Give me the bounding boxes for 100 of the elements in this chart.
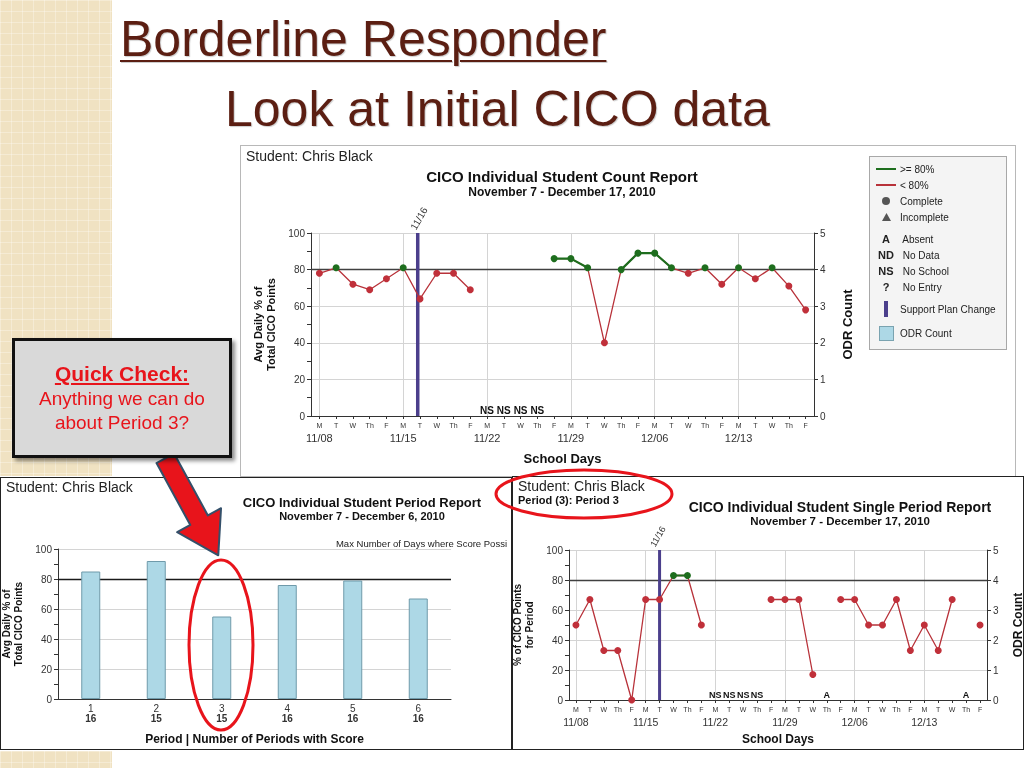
y-tick-label: 60 xyxy=(40,603,53,615)
point xyxy=(349,280,357,288)
point xyxy=(656,596,664,603)
point xyxy=(642,596,650,603)
point xyxy=(865,621,873,629)
text: Period (3): Period 3 xyxy=(518,494,619,507)
y-tick-label: 0 xyxy=(46,693,53,705)
y2-tick-label: 1 xyxy=(993,664,999,676)
point xyxy=(767,596,775,603)
y-axis-title: Avg Daily % of Total CICO Points xyxy=(0,581,24,667)
point xyxy=(920,621,928,629)
y2-tick-label: 4 xyxy=(993,574,999,586)
bar xyxy=(146,561,166,699)
point xyxy=(795,596,803,603)
legend-label: >= 80% xyxy=(900,163,935,175)
y-tick-label: 60 xyxy=(293,300,306,312)
text: 11/22 xyxy=(473,431,501,444)
x-axis-title: Period | Number of Periods with Score xyxy=(145,732,365,746)
annotation: NS xyxy=(722,689,736,700)
y2-tick-label: 0 xyxy=(993,694,999,706)
y-tick-label: 80 xyxy=(293,264,306,276)
y-tick-label: 40 xyxy=(551,634,564,646)
annotation: NS xyxy=(530,404,545,416)
y2-tick-label: 5 xyxy=(993,544,999,556)
x-tick-label: 4 16 xyxy=(281,702,294,724)
text: 12/06 xyxy=(841,715,868,728)
text: 11/22 xyxy=(702,715,729,728)
y2-tick-label: 3 xyxy=(993,604,999,616)
annotation: NS xyxy=(736,689,750,700)
text: A Absent xyxy=(881,232,935,247)
chart-title: CICO Individual Student Period Report xyxy=(242,495,482,510)
text: Borderline Responder xyxy=(120,10,607,68)
y2-tick-label: 5 xyxy=(820,227,826,239)
annotation: NS xyxy=(496,404,512,416)
legend-label: < 80% xyxy=(900,179,929,191)
y-tick-label: 40 xyxy=(293,337,306,349)
point xyxy=(837,596,845,603)
bar xyxy=(212,616,232,699)
annotation: NS xyxy=(513,404,528,416)
y-tick-label: 100 xyxy=(288,227,306,239)
text: 11/08 xyxy=(563,715,589,728)
point xyxy=(450,269,458,277)
point xyxy=(785,282,793,290)
point xyxy=(586,596,594,603)
text: Look at Initial CICO data xyxy=(225,80,770,138)
text: Student: Chris Black xyxy=(6,479,133,495)
annotation: NS xyxy=(709,689,722,700)
x-tick-label: 5 16 xyxy=(347,702,359,724)
text: 11/29 xyxy=(557,431,585,444)
y-tick-label: 80 xyxy=(551,574,564,586)
point xyxy=(366,286,374,294)
text: 12/13 xyxy=(724,431,753,444)
bar xyxy=(277,585,297,699)
y-tick-label: 20 xyxy=(293,373,306,385)
y2-tick-label: 2 xyxy=(993,634,999,646)
y2-tick-label: 0 xyxy=(820,410,826,422)
x-tick-label: 1 16 xyxy=(85,702,97,724)
text: Complete xyxy=(900,195,943,207)
point xyxy=(948,596,956,603)
text: Incomplete xyxy=(900,211,949,223)
text: ? No Entry xyxy=(882,281,942,293)
y-tick-label: 100 xyxy=(35,543,53,555)
point xyxy=(600,647,608,654)
text: Student: Chris Black xyxy=(246,148,373,164)
y-tick-label: 0 xyxy=(557,694,564,706)
y-tick-label: 40 xyxy=(40,633,53,645)
annotation: A xyxy=(823,689,831,700)
y2-axis-title: ODR Count xyxy=(840,288,855,360)
chart-title: CICO Individual Student Single Period Report xyxy=(688,499,992,515)
point xyxy=(934,647,942,654)
point xyxy=(684,269,692,277)
x-tick-label: 2 15 xyxy=(150,702,163,724)
chart-subtitle: November 7 - December 17, 2010 xyxy=(750,515,930,529)
chart-title: CICO Individual Student Count Report xyxy=(426,168,698,185)
text: 11/15 xyxy=(389,431,417,444)
bar xyxy=(81,571,101,699)
point xyxy=(433,269,441,277)
text: 11/29 xyxy=(772,715,798,728)
chart-subtitle: November 7 - December 17, 2010 xyxy=(468,185,656,199)
y2-tick-label: 1 xyxy=(820,373,826,385)
bar xyxy=(408,598,428,699)
y-tick-label: 100 xyxy=(546,544,564,556)
point xyxy=(382,275,390,283)
point xyxy=(600,339,608,347)
point xyxy=(614,647,622,654)
text: 11/15 xyxy=(632,715,659,728)
point xyxy=(851,596,859,603)
point xyxy=(879,621,886,629)
x-tick-label: 6 16 xyxy=(412,702,425,724)
y-axis-title: % of CICO Points for Period xyxy=(511,583,535,667)
bar xyxy=(343,580,363,699)
legend-label: Support Plan Change xyxy=(900,303,996,315)
annotation: NS xyxy=(750,689,764,700)
point xyxy=(628,696,636,704)
y2-axis-title: ODR Count xyxy=(1011,592,1024,658)
point xyxy=(751,275,759,283)
y-axis-title: Avg Daily % of Total CICO Points xyxy=(251,278,277,371)
point xyxy=(781,596,789,603)
annotation: NS xyxy=(480,404,495,416)
y-tick-label: 0 xyxy=(299,410,306,422)
